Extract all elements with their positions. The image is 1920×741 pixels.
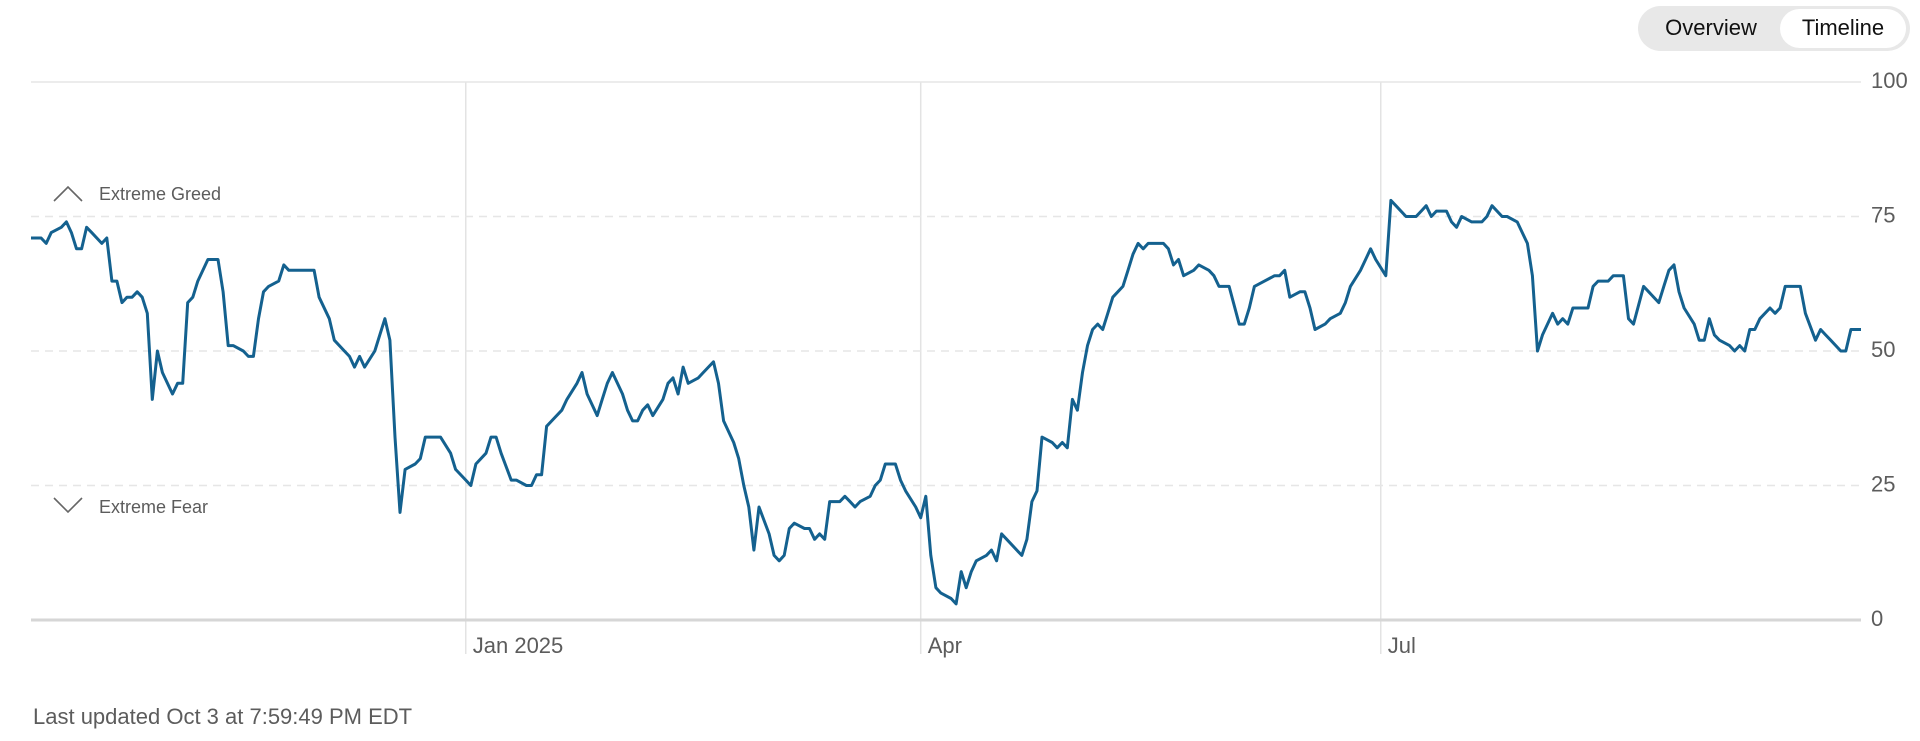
- tab-timeline[interactable]: Timeline: [1802, 15, 1884, 40]
- y-tick-label: 75: [1871, 202, 1895, 227]
- line: [31, 198, 1861, 606]
- y-tick-label: 25: [1871, 471, 1895, 496]
- fear-icon: [53, 497, 83, 514]
- tab-overview[interactable]: Overview: [1665, 15, 1757, 40]
- x-tick-label: Jan 2025: [473, 633, 564, 658]
- x-tick-label: Jul: [1388, 633, 1416, 658]
- x-tick-label: Apr: [928, 633, 962, 658]
- active-tab-bg: [1780, 9, 1906, 48]
- y-tick-label: 100: [1871, 68, 1908, 93]
- y-tick-label: 50: [1871, 337, 1895, 362]
- last-updated: Last updated Oct 3 at 7:59:49 PM EDT: [33, 704, 412, 729]
- annotation: Extreme Fear: [99, 497, 208, 517]
- annotation: Extreme Greed: [99, 184, 221, 204]
- greed-icon: [53, 185, 83, 202]
- y-tick-label: 0: [1871, 606, 1883, 631]
